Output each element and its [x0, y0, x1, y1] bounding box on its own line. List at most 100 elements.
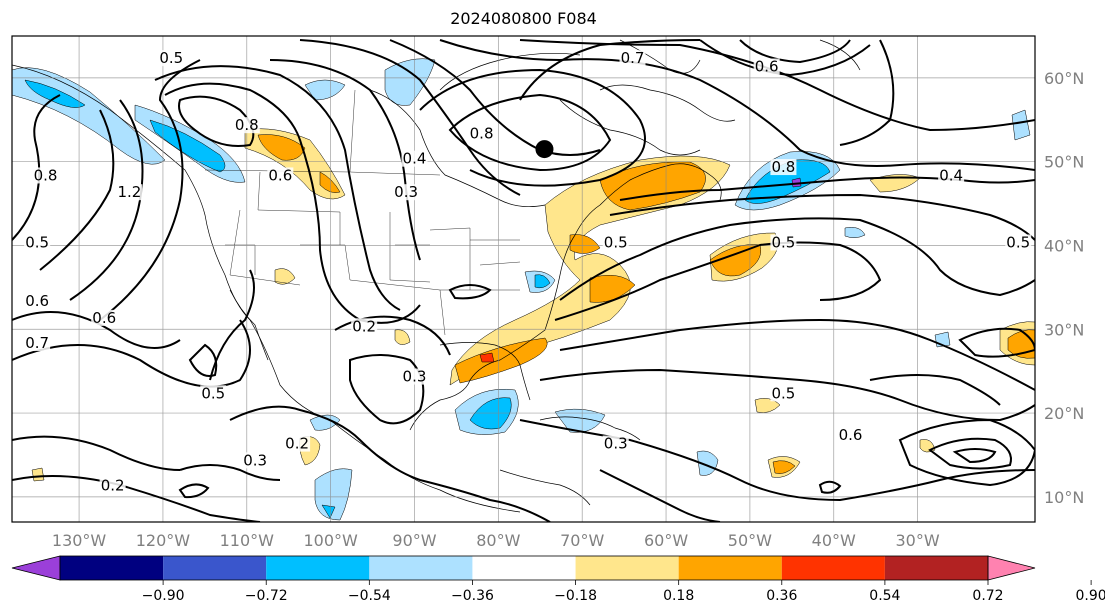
- colorbar-segment: [678, 556, 782, 580]
- contour-label: 0.4: [939, 166, 963, 184]
- map-area: 0.5 0.7 0.6 0.8 0.8 0.4 0.6 0.3 0.8 1.2 0.8 0.4 0.5 0…: [12, 36, 1035, 522]
- contour-label: 0.6: [25, 292, 49, 310]
- contour-label-bg: [158, 50, 185, 67]
- lat-tick-label: 10°N: [1044, 488, 1084, 507]
- contour-label-bg: [837, 427, 864, 444]
- lat-tick-label: 40°N: [1044, 236, 1084, 255]
- lon-tick-label: 40°W: [812, 531, 856, 550]
- contour-label: 0.5: [1006, 233, 1030, 251]
- contour-label: 0.2: [101, 476, 125, 494]
- colorbar-tick-label: 0.18: [663, 588, 694, 604]
- contour-label: 0.2: [352, 317, 376, 335]
- location-marker: [535, 140, 554, 159]
- contour-label: 0.3: [243, 451, 267, 469]
- colorbar-segment: [369, 556, 473, 580]
- lon-tick-label: 130°W: [52, 531, 107, 550]
- colorbar-tick-label: −0.18: [554, 588, 597, 604]
- colorbar-segment: [472, 556, 576, 580]
- contour-label: 0.5: [772, 233, 796, 251]
- colorbar-segment: [884, 556, 988, 580]
- colorbar-extend-min: [11, 555, 61, 581]
- map-frame: [11, 35, 1036, 523]
- contour-label: 0.3: [394, 183, 418, 201]
- contour-label-bg: [267, 167, 294, 184]
- contour-label-bg: [24, 234, 51, 251]
- contour-label-bg: [401, 150, 428, 167]
- map-title: 2024080800 F084: [450, 9, 597, 28]
- contour-label: 0.8: [470, 125, 494, 143]
- contour-label: 0.6: [839, 426, 863, 444]
- contour-label-bg: [32, 167, 59, 184]
- colorbar-tick-label: 0.90: [1076, 588, 1105, 604]
- contour-label: 0.6: [755, 58, 779, 76]
- contour-label: 0.8: [772, 158, 796, 176]
- contour-label-bg: [1005, 234, 1032, 251]
- colorbar-segment: [266, 556, 370, 580]
- contour-label-bg: [200, 385, 227, 402]
- contour-label: 0.6: [92, 309, 116, 327]
- lat-tick-label: 60°N: [1044, 69, 1084, 88]
- contour-label-bg: [99, 477, 126, 494]
- lat-tick-label: 50°N: [1044, 153, 1084, 172]
- contour-label-bg: [351, 318, 378, 335]
- colorbar-tick-label: −0.72: [245, 588, 288, 604]
- contour-label-bg: [284, 435, 311, 452]
- contour-label: 0.8: [34, 166, 58, 184]
- contour-label-bg: [393, 184, 420, 201]
- colorbar-segment: [781, 556, 885, 580]
- contour-label-bg: [770, 159, 797, 176]
- lat-tick-label: 30°N: [1044, 320, 1084, 339]
- contour-label: 0.6: [268, 166, 292, 184]
- contour-label: 0.5: [159, 49, 183, 67]
- contour-label-bg: [116, 184, 143, 201]
- contour-label: 0.2: [285, 435, 309, 453]
- contour-label-bg: [602, 435, 629, 452]
- contour-label-bg: [602, 234, 629, 251]
- contour-label: 0.3: [403, 368, 427, 386]
- contour-label-bg: [753, 58, 780, 75]
- contour-label-bg: [233, 117, 260, 134]
- colorbar-tick-label: 0.72: [972, 588, 1003, 604]
- contour-label: 0.5: [604, 233, 628, 251]
- lon-tick-label: 60°W: [644, 531, 688, 550]
- lon-tick-label: 80°W: [476, 531, 520, 550]
- grid-lines: [12, 36, 1035, 522]
- colorbar-tick-label: −0.54: [348, 588, 391, 604]
- lon-tick-label: 50°W: [728, 531, 772, 550]
- state-borders: [204, 89, 521, 336]
- colorbar-tick-label: 0.36: [766, 588, 797, 604]
- colorbar-frame: [59, 555, 989, 581]
- contour-label-bg: [242, 452, 269, 469]
- contour-label-bg: [468, 125, 495, 142]
- latitude-tick-labels: 60°N 50°N 40°N 30°N 20°N 10°N: [1044, 69, 1084, 507]
- contour-label-bg: [938, 167, 965, 184]
- colorbar-tick-label: −0.36: [451, 588, 494, 604]
- colorbar-segment: [575, 556, 679, 580]
- longitude-tick-labels: 130°W 120°W 110°W 100°W 90°W 80°W 70°W 60°W 50°W…: [52, 531, 940, 550]
- colorbar-segment: [60, 556, 164, 580]
- contour-label: 0.5: [25, 233, 49, 251]
- contour-label: 0.5: [201, 384, 225, 402]
- colorbar-segment: [163, 556, 267, 580]
- lon-tick-label: 110°W: [220, 531, 275, 550]
- colorbar-tick-label: 0.54: [869, 588, 900, 604]
- lon-tick-label: 120°W: [136, 531, 191, 550]
- orange-shading: [257, 134, 1035, 474]
- contour-labels: 0.5 0.7 0.6 0.8 0.8 0.4 0.6 0.3 0.8 1.2 0.8 0.4 0.5 0…: [24, 49, 1032, 494]
- lon-tick-label: 70°W: [560, 531, 604, 550]
- contour-label-bg: [24, 335, 51, 352]
- contour-label: 0.5: [772, 384, 796, 402]
- colorbar: −0.90 −0.72 −0.54 −0.36 −0.18 0.18 0.36 0.54 0.7…: [11, 555, 1105, 604]
- contour-label: 0.8: [235, 116, 259, 134]
- contour-label-bg: [619, 50, 646, 67]
- lon-tick-label: 30°W: [896, 531, 940, 550]
- lat-tick-label: 20°N: [1044, 404, 1084, 423]
- lon-tick-label: 100°W: [303, 531, 358, 550]
- contour-label-bg: [24, 293, 51, 310]
- contour-label: 0.4: [403, 150, 427, 168]
- contour-lines: [12, 39, 1035, 522]
- contour-label: 0.7: [621, 49, 645, 67]
- contour-label-bg: [91, 309, 118, 326]
- contour-label-bg: [401, 368, 428, 385]
